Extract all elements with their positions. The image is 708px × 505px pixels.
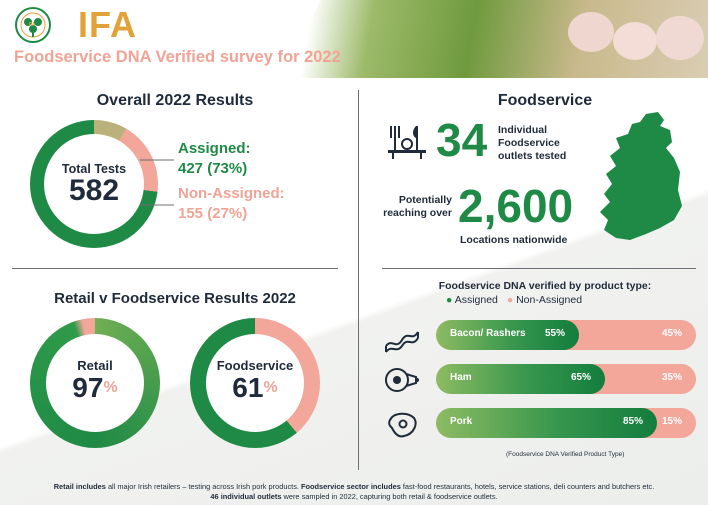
foodservice-donut-center: Foodservice 61% — [206, 334, 304, 432]
brand-name: IFA — [78, 4, 138, 45]
product-name: Ham — [450, 372, 472, 383]
retail-unit: % — [103, 379, 118, 396]
footer-retail-text: all major Irish retailers – testing acro… — [105, 482, 301, 491]
foodservice-label: Foodservice — [216, 358, 294, 373]
pig-image — [656, 16, 704, 60]
assigned-label: Assigned: — [178, 140, 251, 157]
retail-donut-chart: Retail 97% — [30, 318, 160, 448]
overall-donut-center: Total Tests 582 — [44, 134, 144, 234]
retail-value: 97 — [72, 372, 104, 403]
pig-image — [568, 12, 614, 52]
horizontal-divider-left — [12, 268, 338, 269]
outlets-tested-text: Individual Foodservice outlets tested — [498, 124, 567, 162]
svg-text:FA: FA — [29, 22, 36, 28]
foodservice-donut-chart: Foodservice 61% — [190, 318, 320, 448]
overall-results-title: Overall 2022 Results — [96, 92, 254, 109]
assigned-value: 427 (73%) — [178, 160, 248, 177]
footer-foodservice-bold: Foodservice sector includes — [301, 482, 401, 491]
bacon-icon — [385, 331, 419, 353]
legend-nonassigned-label: Non-Assigned — [516, 294, 583, 306]
footer-outlets-bold: 46 individual outlets — [210, 492, 282, 501]
nonassigned-pct-label: 15% — [661, 416, 682, 427]
ifa-logo-icon: FA — [15, 7, 51, 43]
footer-line-2: 46 individual outlets were sampled in 20… — [0, 492, 708, 501]
product-type-legend: ● Assigned ● Non-Assigned — [446, 294, 646, 306]
vertical-divider — [358, 90, 359, 470]
product-name: Pork — [450, 416, 473, 427]
nonassigned-pct-label: 45% — [661, 328, 682, 339]
assigned-fill — [436, 364, 605, 394]
reach-value: 2,600 — [458, 180, 574, 232]
horizontal-divider-right — [382, 268, 696, 269]
product-bar-pork: Pork 85% 15% — [436, 408, 696, 438]
product-type-title: Foodservice DNA verified by product type… — [438, 280, 652, 292]
product-bar-ham: Ham 65% 35% — [436, 364, 696, 394]
reach-caption: Locations nationwide — [460, 234, 568, 246]
footer-line-1: Retail includes all major Irish retailer… — [0, 482, 708, 491]
page-title: Foodservice DNA Verified survey for 2022 — [14, 48, 341, 66]
assigned-pct-label: 55% — [545, 328, 566, 339]
product-bar-bacon-rashers: Bacon/ Rashers 55% 45% — [436, 320, 696, 350]
product-type-caption: (Foodservice DNA Verified Product Type) — [506, 451, 625, 458]
retail-donut-center: Retail 97% — [46, 334, 144, 432]
total-tests-value: 582 — [68, 174, 120, 207]
assigned-fill — [436, 320, 579, 350]
header-banner-image — [278, 0, 708, 78]
nonassigned-pct-label: 35% — [661, 372, 682, 383]
foodservice-title: Foodservice — [497, 92, 593, 109]
reach-text: Potentially reaching over — [383, 194, 452, 219]
footer-outlets-text: were sampled in 2022, capturing both ret… — [281, 492, 498, 501]
legend-nonassigned-dot: ● — [506, 294, 514, 306]
assigned-pct-label: 85% — [623, 416, 644, 427]
legend-assigned-dot: ● — [446, 294, 453, 306]
retail-label: Retail — [77, 358, 113, 373]
header: FA IFA Foodservice DNA Verified survey f… — [0, 0, 708, 78]
total-tests-label: Total Tests — [61, 162, 127, 176]
foodservice-value: 61 — [232, 372, 264, 403]
callout-lines — [140, 159, 174, 206]
pork-chop-icon — [388, 412, 417, 438]
nonassigned-label: Non-Assigned: — [178, 185, 285, 202]
product-name: Bacon/ Rashers — [450, 328, 526, 339]
assigned-fill — [436, 408, 657, 438]
legend-assigned-label: Assigned — [454, 294, 498, 306]
footer-retail-bold: Retail includes — [53, 482, 106, 491]
ham-icon — [385, 368, 419, 392]
restaurant-icon — [388, 126, 426, 159]
pig-image — [613, 22, 657, 60]
outlets-tested-value: 34 — [436, 114, 488, 166]
footer-foodservice-text: fast-food restaurants, hotels, service s… — [400, 482, 655, 491]
retail-foodservice-title: Retail v Foodservice Results 2022 — [54, 290, 296, 307]
assigned-pct-label: 65% — [571, 372, 592, 383]
nonassigned-value: 155 (27%) — [178, 205, 248, 222]
ireland-map-icon — [600, 112, 682, 240]
foodservice-unit: % — [263, 379, 278, 396]
overall-donut-chart: Total Tests 582 — [30, 120, 158, 248]
